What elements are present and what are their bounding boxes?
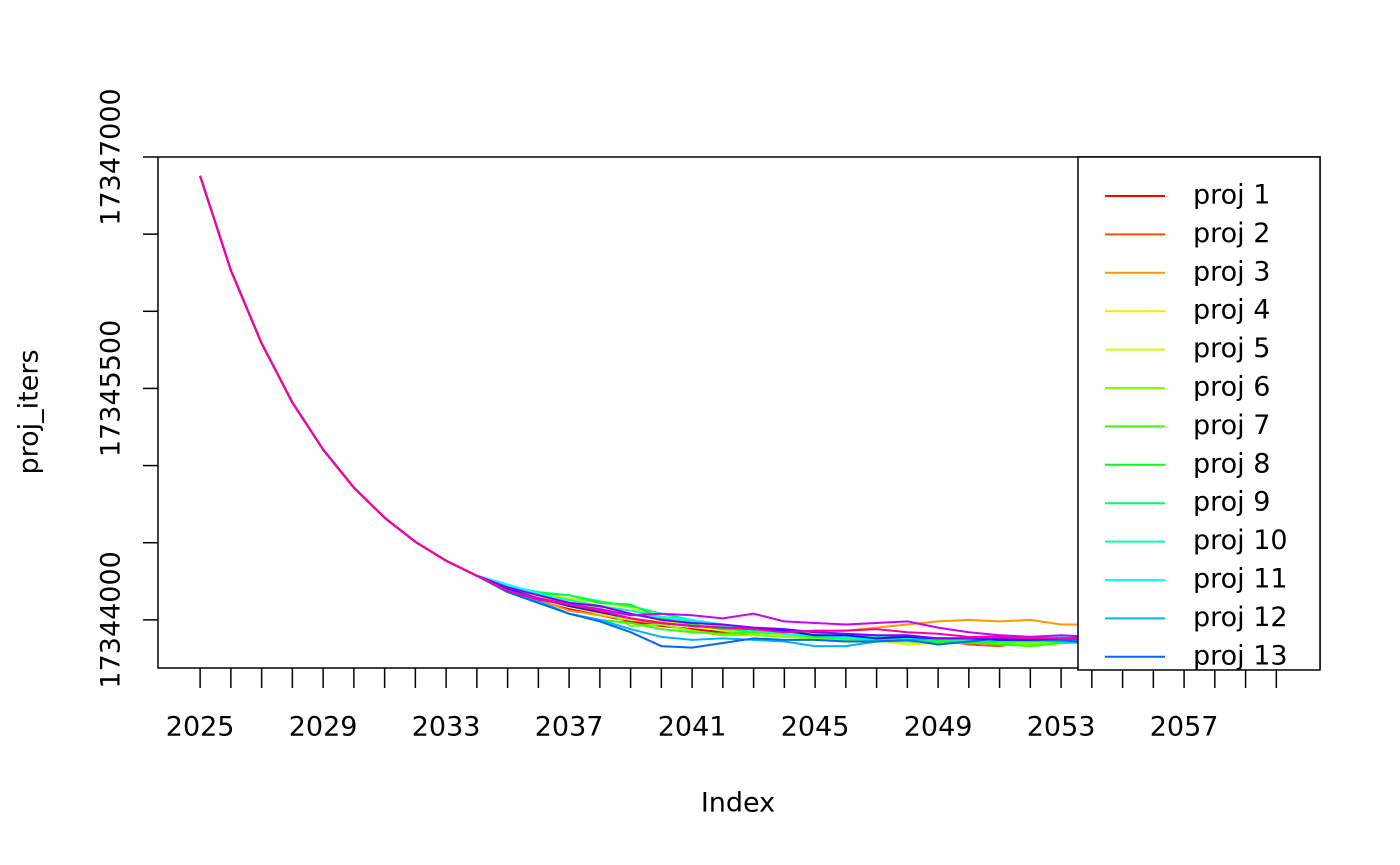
x-tick-label: 2053 <box>1027 712 1096 743</box>
legend-label: proj 10 <box>1193 525 1288 556</box>
x-tick-label: 2029 <box>289 712 358 743</box>
legend-label: proj 2 <box>1193 218 1270 249</box>
series-line <box>199 175 1123 645</box>
legend-label: proj 8 <box>1193 448 1270 479</box>
series-line <box>199 175 1123 648</box>
x-tick-label: 2041 <box>658 712 727 743</box>
series-line <box>199 175 1123 634</box>
legend-label: proj 6 <box>1193 372 1270 403</box>
x-tick-label: 2037 <box>535 712 604 743</box>
y-tick-label: 17345500 <box>96 320 127 457</box>
y-tick-label: 17347000 <box>96 88 127 225</box>
x-axis-label: Index <box>701 788 775 819</box>
series-line <box>199 175 1123 641</box>
legend-label: proj 12 <box>1193 602 1288 633</box>
series-line <box>199 175 1123 648</box>
x-tick-label: 2025 <box>166 712 235 743</box>
series-line <box>199 175 1123 641</box>
legend: proj 1 proj 2 proj 3 proj 4 proj 5 proj 6 proj… <box>1077 156 1321 671</box>
series-line <box>199 175 1123 645</box>
x-tick-label: 2033 <box>412 712 481 743</box>
x-tick-label: 2045 <box>781 712 850 743</box>
series-line <box>199 175 1123 638</box>
legend-box <box>1077 156 1321 671</box>
series-line <box>199 175 1123 648</box>
x-tick-label: 2049 <box>904 712 973 743</box>
series-line <box>199 175 1123 641</box>
y-tick-label: 17344000 <box>96 551 127 688</box>
legend-label: proj 1 <box>1193 180 1270 211</box>
x-tick-label: 2057 <box>1150 712 1219 743</box>
legend-label: proj 3 <box>1193 256 1270 287</box>
legend-label: proj 4 <box>1193 295 1270 326</box>
legend-label: proj 9 <box>1193 487 1270 518</box>
series-line <box>199 175 1123 645</box>
legend-label: proj 13 <box>1193 640 1288 671</box>
series-line <box>199 175 1123 641</box>
series-line <box>199 175 1123 640</box>
series-line <box>199 175 1123 646</box>
series-line <box>199 175 1123 649</box>
plot-lines <box>199 175 1123 649</box>
legend-label: proj 11 <box>1193 564 1288 595</box>
legend-label: proj 7 <box>1193 410 1270 441</box>
legend-label: proj 5 <box>1193 333 1270 364</box>
series-line <box>199 175 1123 646</box>
y-axis-label: proj_iters <box>14 349 45 474</box>
series-line <box>199 175 1123 641</box>
